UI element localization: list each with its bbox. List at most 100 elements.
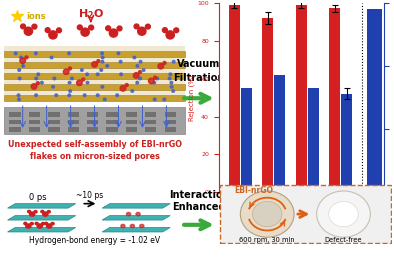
Bar [106, 127, 118, 132]
Circle shape [35, 52, 37, 55]
Text: EBI-nrGO membranes exhibit superior permeances and rejections: EBI-nrGO membranes exhibit superior perm… [5, 247, 389, 256]
Polygon shape [7, 216, 76, 220]
Circle shape [131, 90, 134, 92]
Circle shape [51, 222, 54, 225]
Bar [48, 112, 59, 117]
Circle shape [82, 78, 85, 81]
Bar [9, 120, 21, 124]
Circle shape [169, 73, 172, 76]
Circle shape [50, 56, 53, 59]
Circle shape [52, 86, 54, 88]
Bar [275, 75, 285, 192]
Circle shape [106, 26, 111, 31]
Circle shape [89, 25, 94, 30]
Circle shape [120, 73, 123, 76]
Circle shape [149, 78, 154, 84]
Bar [165, 127, 176, 132]
Circle shape [57, 28, 61, 33]
Circle shape [106, 64, 108, 67]
Text: Defect-free: Defect-free [325, 237, 362, 243]
Circle shape [45, 222, 48, 225]
Circle shape [329, 201, 358, 227]
Circle shape [153, 81, 156, 84]
Circle shape [20, 58, 26, 63]
Circle shape [116, 94, 119, 96]
Bar [9, 127, 21, 132]
Circle shape [37, 73, 39, 76]
Circle shape [133, 73, 139, 78]
Polygon shape [102, 227, 170, 232]
Circle shape [49, 31, 57, 39]
Circle shape [26, 224, 31, 228]
Circle shape [69, 90, 71, 92]
Bar [262, 18, 273, 192]
Text: Filtration: Filtration [173, 73, 225, 83]
Circle shape [80, 69, 83, 71]
Circle shape [76, 80, 82, 86]
Bar [68, 127, 79, 132]
Circle shape [163, 62, 166, 64]
Circle shape [134, 24, 139, 29]
Text: 0 ps: 0 ps [29, 193, 46, 202]
Circle shape [119, 60, 122, 63]
Circle shape [172, 60, 175, 63]
Circle shape [69, 67, 71, 70]
Bar [4, 62, 185, 68]
Bar [48, 127, 59, 132]
Circle shape [158, 63, 164, 69]
Circle shape [136, 81, 139, 84]
Text: $\mathbf{H_2O}$: $\mathbf{H_2O}$ [78, 7, 104, 21]
Bar [145, 112, 156, 117]
Circle shape [126, 212, 131, 216]
Text: for ion sieving applications with enhanced mechanical stability.: for ion sieving applications with enhanc… [13, 259, 381, 267]
Circle shape [97, 73, 99, 76]
Bar [9, 112, 21, 117]
Circle shape [35, 94, 37, 96]
Circle shape [18, 98, 20, 101]
Circle shape [22, 64, 24, 67]
Bar [4, 73, 185, 79]
Circle shape [101, 86, 104, 88]
Bar [4, 90, 185, 95]
Circle shape [120, 86, 126, 91]
Circle shape [86, 81, 89, 84]
Text: Interaction: Interaction [169, 190, 229, 200]
Bar [4, 84, 185, 90]
Bar [145, 127, 156, 132]
Circle shape [53, 77, 56, 80]
Circle shape [68, 94, 71, 96]
Text: Enhanced: Enhanced [172, 202, 226, 212]
Circle shape [14, 52, 17, 55]
Bar [4, 107, 185, 134]
Bar [4, 46, 185, 51]
Circle shape [24, 27, 33, 35]
Circle shape [19, 77, 21, 80]
Circle shape [138, 27, 146, 35]
Bar [329, 8, 340, 192]
Circle shape [41, 210, 44, 213]
Circle shape [130, 224, 134, 228]
Polygon shape [7, 204, 76, 208]
Circle shape [172, 90, 175, 92]
Bar [165, 112, 176, 117]
Bar [296, 5, 307, 192]
Circle shape [77, 25, 82, 30]
Circle shape [142, 69, 145, 71]
Circle shape [28, 210, 31, 213]
Circle shape [163, 98, 165, 101]
Bar [126, 127, 137, 132]
Circle shape [35, 222, 38, 225]
Circle shape [92, 62, 97, 67]
Circle shape [168, 77, 171, 80]
Text: ions: ions [26, 12, 46, 21]
Circle shape [101, 60, 104, 63]
Circle shape [174, 28, 179, 33]
Bar [4, 95, 185, 101]
Circle shape [41, 81, 43, 84]
Polygon shape [102, 204, 170, 208]
Bar [68, 112, 79, 117]
Circle shape [36, 82, 39, 85]
Circle shape [136, 212, 140, 216]
Circle shape [125, 83, 128, 86]
Bar [29, 112, 40, 117]
